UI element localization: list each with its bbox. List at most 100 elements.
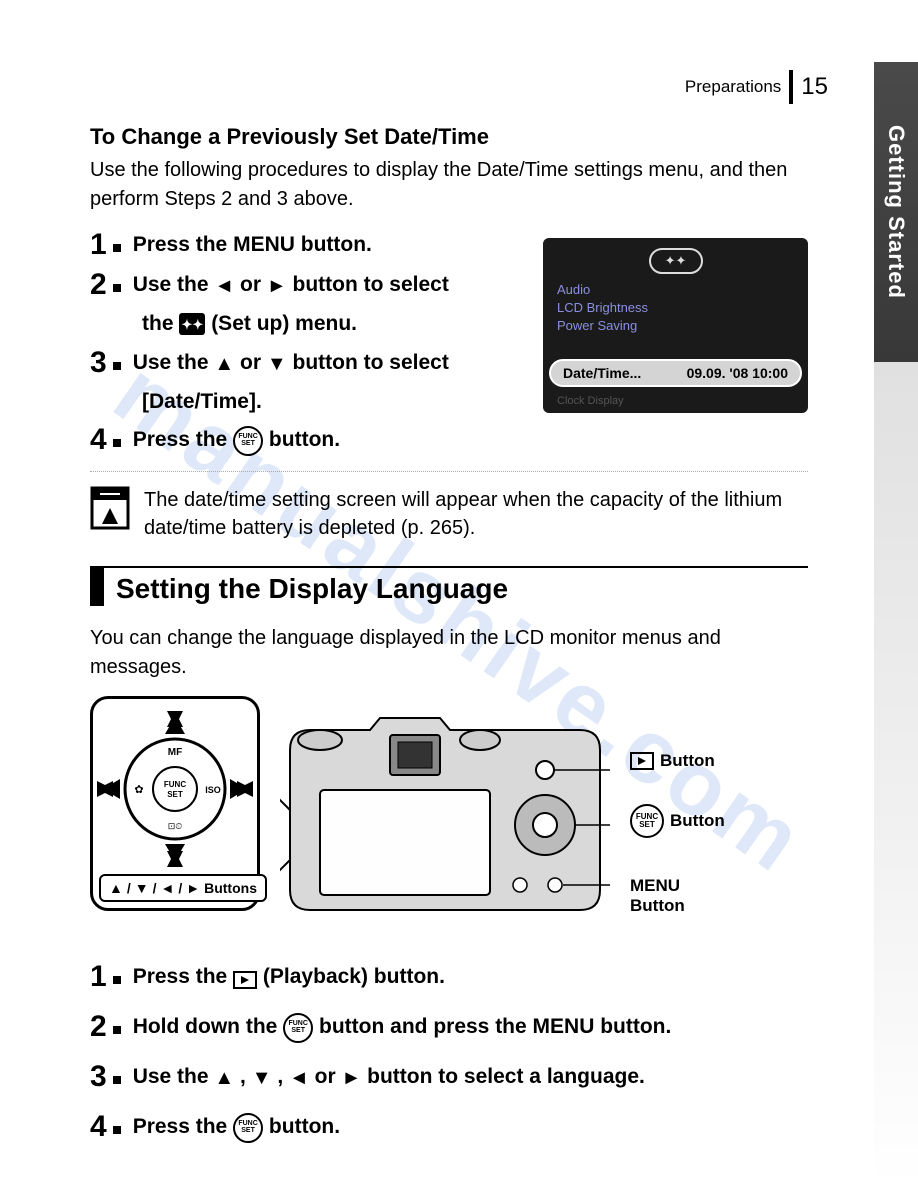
callout-func-button: FUNC SET Button (630, 804, 725, 838)
menu-line-audio: Audio (557, 282, 794, 297)
lang-step-4: 4 Press the FUNC SET button. (90, 1110, 808, 1144)
step-dot-icon (113, 976, 121, 984)
svg-text:⊡⏲: ⊡⏲ (168, 821, 183, 831)
callout-play-button: Button (630, 751, 715, 771)
func-set-icon: FUNC SET (233, 426, 263, 456)
step-dot-icon (113, 284, 121, 292)
step-dot-icon (113, 244, 121, 252)
text-fragment: , (277, 1065, 289, 1088)
camera-body-illustration (280, 710, 610, 920)
left-arrow-icon: ◄ (289, 1068, 309, 1088)
right-arrow-icon: ► (186, 880, 200, 896)
text-fragment: or (240, 273, 267, 296)
step-3-text: Use the ▲ or ▼ button to select (133, 347, 449, 379)
text-fragment: button to select (293, 273, 449, 296)
step-text: Use the ▲ , ▼ , ◄ or ► button to select … (133, 1061, 645, 1093)
step-number: 3 (90, 346, 107, 380)
highlight-label: Date/Time... (563, 365, 641, 381)
header-section-label: Preparations (685, 77, 781, 97)
section1-steps: ✦✦ Audio LCD Brightness Power Saving Dat… (90, 228, 808, 457)
up-arrow-icon: ▲ (214, 1068, 234, 1088)
menu-line-power: Power Saving (557, 318, 794, 333)
step-dot-icon (113, 1126, 121, 1134)
highlight-value: 09.09. '08 10:00 (687, 365, 788, 381)
text-fragment: , (240, 1065, 252, 1088)
lang-step-1: 1 Press the (Playback) button. (90, 960, 808, 994)
arrows-buttons-label: ▲/▼/◄/► Buttons (99, 874, 267, 902)
text-fragment: the (142, 312, 179, 335)
page-header: Preparations 15 (90, 70, 858, 104)
text-fragment: button and press the MENU button. (319, 1015, 671, 1038)
step-dot-icon (113, 362, 121, 370)
step-4-text: Press the FUNC SET button. (133, 424, 340, 456)
svg-text:✿: ✿ (134, 784, 143, 796)
note-text: The date/time setting screen will appear… (144, 486, 808, 542)
playback-icon (233, 971, 257, 989)
down-arrow-icon: ▼ (267, 354, 287, 374)
note-callout: The date/time setting screen will appear… (90, 486, 808, 542)
step-text: Press the (Playback) button. (133, 961, 445, 993)
step-number: 1 (90, 960, 107, 994)
text-fragment: Use the (133, 351, 215, 374)
text-fragment: button to select a language. (367, 1065, 645, 1088)
left-arrow-icon: ◄ (214, 276, 234, 296)
lang-step-3: 3 Use the ▲ , ▼ , ◄ or ► button to selec… (90, 1060, 808, 1094)
text-fragment: Press the (133, 428, 233, 451)
svg-text:MF: MF (168, 747, 182, 758)
text-fragment: Use the (133, 273, 215, 296)
text-fragment: (Set up) menu. (211, 312, 357, 335)
step-1-text: Press the MENU button. (133, 229, 372, 261)
down-arrow-icon: ▼ (252, 1068, 272, 1088)
menu-line-clock: Clock Display (557, 395, 624, 407)
step-dot-icon (113, 1076, 121, 1084)
text-fragment: button. (269, 1115, 340, 1138)
func-bottom: SET (639, 821, 655, 829)
up-arrow-icon: ▲ (214, 354, 234, 374)
callout-menu-button: MENU Button (630, 876, 730, 916)
section-bar-icon (90, 568, 104, 606)
page-number: 15 (801, 73, 828, 101)
svg-text:ISO: ISO (205, 785, 221, 795)
page-content: Preparations 15 To Change a Previously S… (0, 0, 918, 1188)
step-number: 4 (90, 423, 107, 457)
text-fragment: button to select (293, 351, 449, 374)
note-icon (90, 486, 130, 530)
section2-title: Setting the Display Language (116, 569, 508, 605)
setup-tab-icon: ✦✦ (649, 248, 703, 274)
playback-icon (630, 752, 654, 770)
menu-highlight-datetime: Date/Time... 09.09. '08 10:00 (549, 359, 802, 387)
right-arrow-icon: ► (267, 276, 287, 296)
header-divider (789, 70, 793, 104)
step-number: 2 (90, 1010, 107, 1044)
func-set-icon: FUNC SET (630, 804, 664, 838)
control-dial-closeup: FUNC SET MF ISO ✿ ⊡⏲ (90, 696, 260, 911)
setup-menu-icon: ✦✦ (179, 313, 205, 335)
up-arrow-icon: ▲ (109, 880, 123, 896)
step-number: 3 (90, 1060, 107, 1094)
section1-title: To Change a Previously Set Date/Time (90, 124, 808, 150)
text-fragment: Use the (133, 1065, 215, 1088)
step-number: 2 (90, 268, 107, 302)
func-bottom: SET (241, 441, 255, 448)
buttons-label: Buttons (204, 880, 257, 896)
left-arrow-icon: ◄ (161, 880, 175, 896)
func-set-icon: FUNC SET (233, 1113, 263, 1143)
svg-text:FUNC: FUNC (164, 780, 186, 789)
step-text: Press the FUNC SET button. (133, 1111, 340, 1143)
callout-text: Button (670, 811, 725, 831)
callout-text: Button (660, 751, 715, 771)
right-arrow-icon: ► (342, 1068, 362, 1088)
func-bottom: SET (291, 1028, 305, 1035)
section2-header: Setting the Display Language (90, 566, 808, 606)
step-number: 4 (90, 1110, 107, 1144)
text-fragment: or (315, 1065, 342, 1088)
menu-line-brightness: LCD Brightness (557, 300, 794, 315)
section1-intro: Use the following procedures to display … (90, 156, 808, 214)
text-fragment: button. (269, 428, 340, 451)
func-set-icon: FUNC SET (283, 1013, 313, 1043)
step-text: Hold down the FUNC SET button and press … (133, 1011, 672, 1043)
step-number: 1 (90, 228, 107, 262)
text-fragment: Press the (133, 965, 233, 988)
step-2-text: Use the ◄ or ► button to select (133, 269, 449, 301)
down-arrow-icon: ▼ (135, 880, 149, 896)
